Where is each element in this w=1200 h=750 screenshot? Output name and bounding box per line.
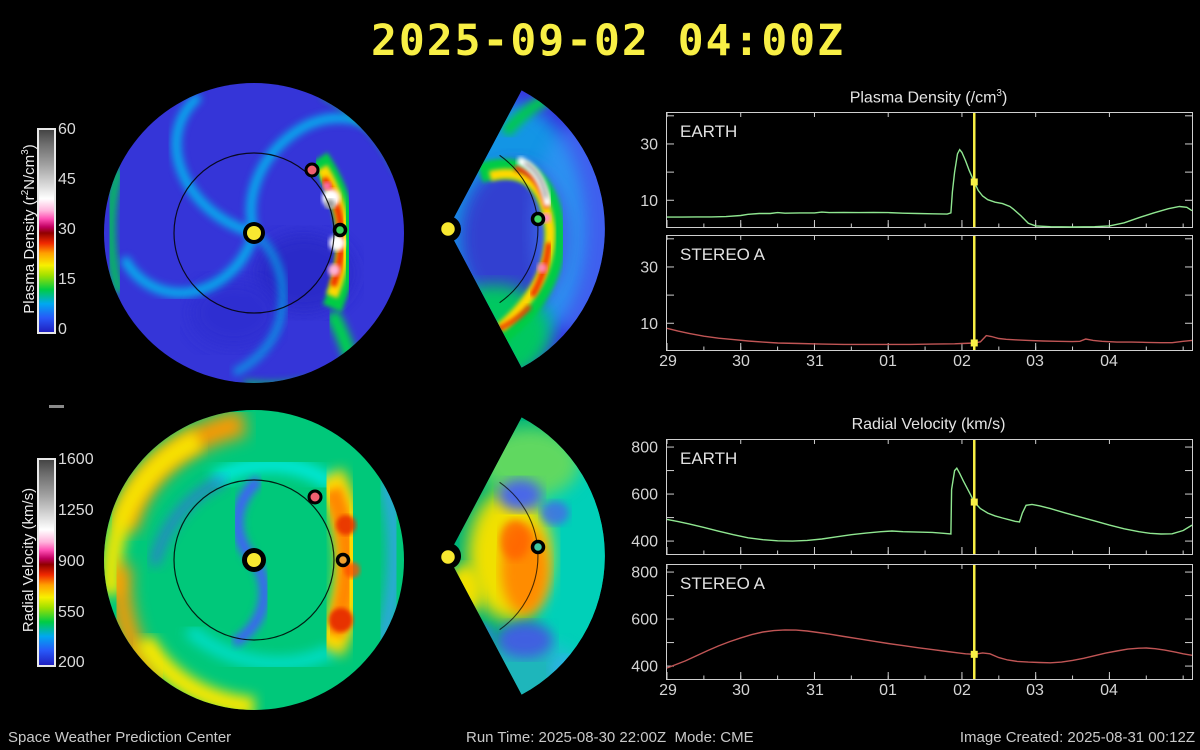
title-sup: 3 [996,88,1002,99]
velocity-cbar-tick: 1600 [58,451,94,468]
svg-text:EARTH: EARTH [680,449,737,468]
velocity-cbar-tick: 550 [58,604,85,621]
x-tick-label: 01 [879,353,897,370]
velocity-stereo-a-panel: 400 600 800 STEREO A [631,564,1193,680]
x-tick-label: 02 [953,682,971,699]
stray-dash [49,405,64,408]
x-tick-label: 30 [732,353,750,370]
density-meridional-map [439,90,605,368]
sun-icon [247,226,261,240]
earth-marker [335,552,351,568]
earth-marker [530,211,546,227]
sun-icon [439,220,457,238]
x-tick-label: 03 [1026,682,1044,699]
density-earth-panel: 10 30 EARTH [640,112,1193,228]
x-tick-label: 01 [879,682,897,699]
footer-run-time: Run Time: 2025-08-30 22:00Z Mode: CME [466,729,754,746]
density-cbar-tick: 15 [58,271,76,288]
page-title: 2025-09-02 04:00Z [370,16,846,66]
density-cbar-tick: 30 [58,221,76,238]
earth-marker [332,222,348,238]
svg-text:600: 600 [631,612,658,629]
velocity-chart-title: Radial Velocity (km/s) [851,416,1006,433]
svg-text:800: 800 [631,440,658,457]
velocity-meridional-map [439,417,605,695]
svg-text:800: 800 [631,565,658,582]
velocity-earth-panel: 400 600 800 EARTH [631,439,1193,555]
svg-text:30: 30 [640,136,658,153]
label-text: N/cm [21,154,38,190]
velocity-cbar-tick: 1250 [58,502,94,519]
svg-text:400: 400 [631,534,658,551]
x-tick-label: 29 [659,353,677,370]
x-tick-label: 31 [806,353,824,370]
velocity-colorbar [37,458,56,667]
density-stereo-a-panel: 10 30 STEREO A [640,235,1193,351]
svg-text:600: 600 [631,487,658,504]
x-tick-label: 31 [806,682,824,699]
svg-text:10: 10 [640,316,658,333]
svg-text:30: 30 [640,259,658,276]
label-sup: 3 [20,149,31,155]
x-tick-label: 04 [1100,682,1118,699]
sun-icon [439,548,457,566]
x-tick-label: 29 [659,682,677,699]
x-tick-label: 03 [1026,353,1044,370]
sun-icon [247,553,261,567]
velocity-colorbar-label: Radial Velocity (km/s) [20,487,37,633]
density-polar-map [104,83,404,383]
x-tick-label: 30 [732,682,750,699]
footer-org: Space Weather Prediction Center [8,729,232,746]
svg-text:10: 10 [640,193,658,210]
x-tick-label: 02 [953,353,971,370]
density-cbar-tick: 0 [58,321,67,338]
label-sup: 2 [20,189,31,196]
svg-text:STEREO A: STEREO A [680,245,766,264]
stereo-a-marker [307,489,323,505]
title-text: ) [1001,89,1008,107]
density-cbar-tick: 60 [58,121,76,138]
x-tick-label: 04 [1100,353,1118,370]
svg-text:EARTH: EARTH [680,122,737,141]
label-text: ) [21,144,38,150]
density-cbar-tick: 45 [58,171,76,188]
title-text: Plasma Density (/cm [849,89,997,107]
density-colorbar [37,128,56,334]
density-colorbar-label: Plasma Density (r2N/cm3) [20,139,40,319]
velocity-polar-map [104,410,404,710]
earth-marker [530,539,546,555]
density-chart-title: Plasma Density (/cm3) [666,88,1191,107]
svg-text:STEREO A: STEREO A [680,574,766,593]
velocity-cbar-tick: 900 [58,553,85,570]
label-text: Plasma Density (r [21,195,38,314]
svg-text:400: 400 [631,659,658,676]
stereo-a-marker [304,162,320,178]
velocity-cbar-tick: 200 [58,654,85,671]
footer-image-created: Image Created: 2025-08-31 00:12Z [959,729,1195,746]
